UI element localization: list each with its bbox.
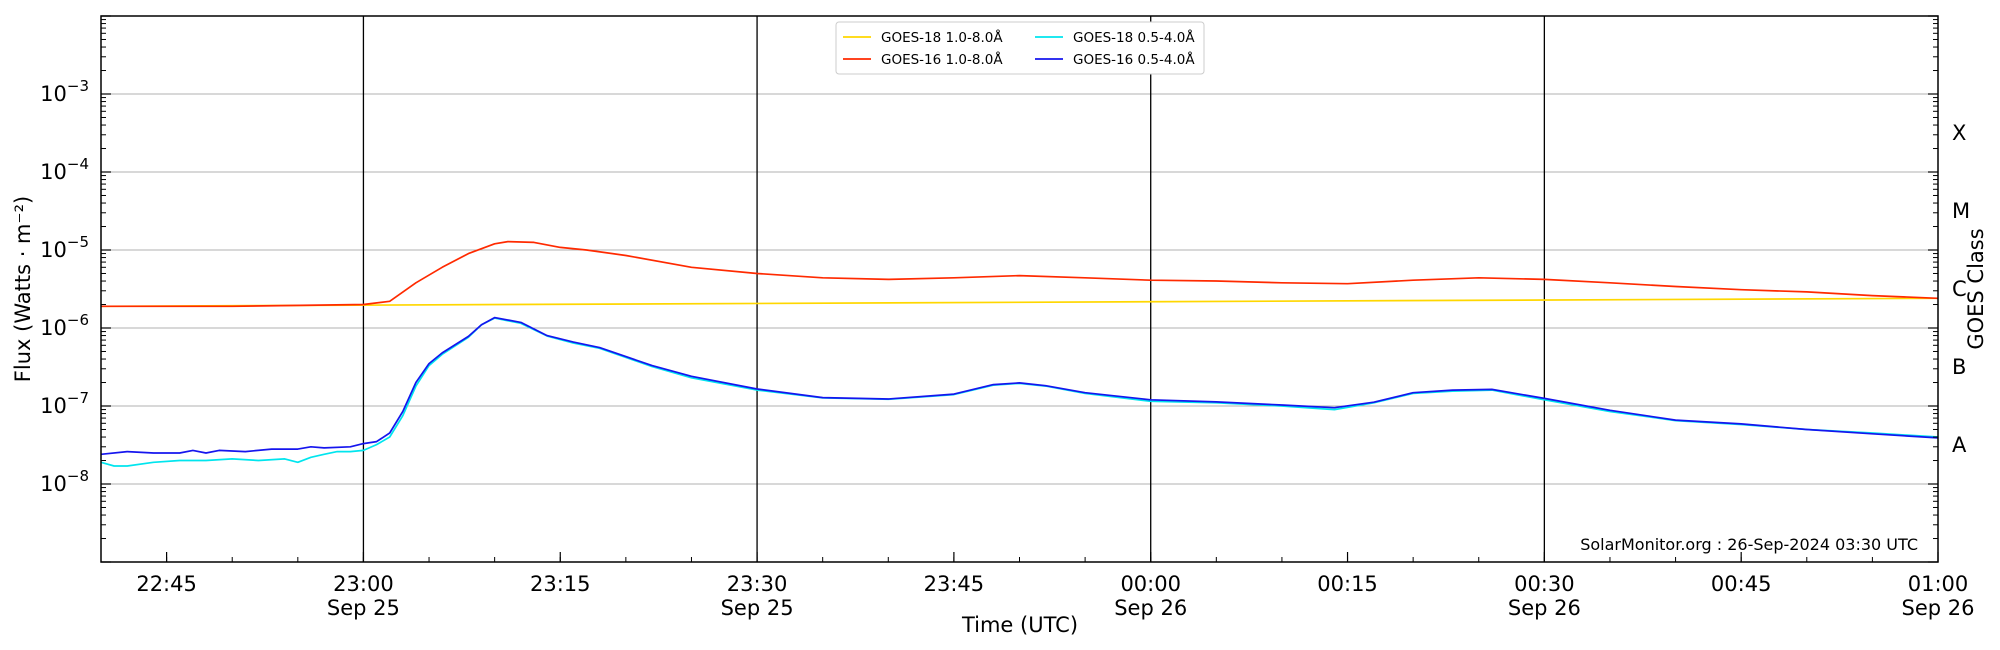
- y-tick-exponent: −5: [67, 233, 89, 251]
- x-tick-time: 01:00: [1908, 572, 1969, 596]
- y-tick-base: 10: [40, 316, 67, 340]
- goes-class-label: X: [1952, 121, 1966, 145]
- y-tick-label: 10−7: [40, 389, 89, 418]
- x-tick-time: 00:45: [1711, 572, 1772, 596]
- series-line: [101, 240, 1939, 308]
- y-tick-label: 10−6: [40, 311, 89, 340]
- y-tick-exponent: −7: [67, 389, 89, 407]
- y-tick-exponent: −3: [67, 77, 89, 95]
- legend-entries: GOES-18 1.0-8.0Å GOES-18 0.5-4.0Å GOES-16 …: [843, 29, 1195, 68]
- goes-class-label: B: [1952, 355, 1966, 379]
- y-tick-label: 10−5: [40, 233, 89, 262]
- x-tick-date: Sep 26: [1902, 596, 1975, 620]
- y-tick-base: 10: [40, 238, 67, 262]
- x-tick-time: 23:30: [727, 572, 788, 596]
- y-axis-label: Flux (Watts · m⁻²): [11, 196, 35, 382]
- tick-layer: [100, 15, 1939, 563]
- series-line: [100, 316, 1939, 456]
- goes-class-label: M: [1952, 199, 1970, 223]
- y2-axis-label: GOES Class: [1964, 228, 1988, 349]
- legend-label: GOES-18 1.0-8.0Å: [881, 29, 1003, 46]
- y-tick-label: 10−8: [40, 467, 89, 496]
- y-tick-label: 10−3: [40, 77, 89, 106]
- series-line: [100, 297, 1939, 308]
- legend: GOES-18 1.0-8.0Å GOES-18 0.5-4.0Å GOES-16 …: [835, 21, 1205, 75]
- x-tick-time: 23:00: [333, 572, 394, 596]
- x-tick-date: Sep 26: [1508, 596, 1581, 620]
- goes-class-label: A: [1952, 433, 1967, 457]
- x-tick-time: 00:30: [1514, 572, 1575, 596]
- credit-text: SolarMonitor.org : 26-Sep-2024 03:30 UTC: [1580, 535, 1918, 554]
- x-tick-time: 23:45: [924, 572, 985, 596]
- y-tick-labels: 10−810−710−610−510−410−3: [40, 77, 89, 496]
- series-layer: [100, 240, 1939, 467]
- x-tick-time: 00:00: [1120, 572, 1181, 596]
- legend-label: GOES-16 1.0-8.0Å: [881, 51, 1003, 68]
- legend-box: [835, 21, 1205, 75]
- x-tick-time: 00:15: [1317, 572, 1378, 596]
- y-tick-label: 10−4: [40, 155, 89, 184]
- x-tick-date: Sep 25: [327, 596, 400, 620]
- x-tick-date: Sep 26: [1114, 596, 1187, 620]
- y-tick-base: 10: [40, 82, 67, 106]
- legend-label: GOES-16 0.5-4.0Å: [1073, 51, 1195, 68]
- x-axis-label: Time (UTC): [961, 613, 1078, 637]
- y-tick-exponent: −4: [67, 155, 89, 173]
- x-tick-time: 23:15: [530, 572, 591, 596]
- x-tick-date: Sep 25: [721, 596, 794, 620]
- y-tick-base: 10: [40, 394, 67, 418]
- vertical-lines-layer: [362, 16, 1546, 562]
- y-tick-base: 10: [40, 472, 67, 496]
- legend-label: GOES-18 0.5-4.0Å: [1073, 29, 1195, 46]
- y-tick-exponent: −6: [67, 311, 89, 329]
- y-tick-base: 10: [40, 160, 67, 184]
- goes-class-labels: A B C M X: [1952, 121, 1970, 457]
- goes-class-label: C: [1952, 277, 1967, 301]
- x-tick-time: 22:45: [136, 572, 197, 596]
- y-tick-exponent: −8: [67, 467, 89, 485]
